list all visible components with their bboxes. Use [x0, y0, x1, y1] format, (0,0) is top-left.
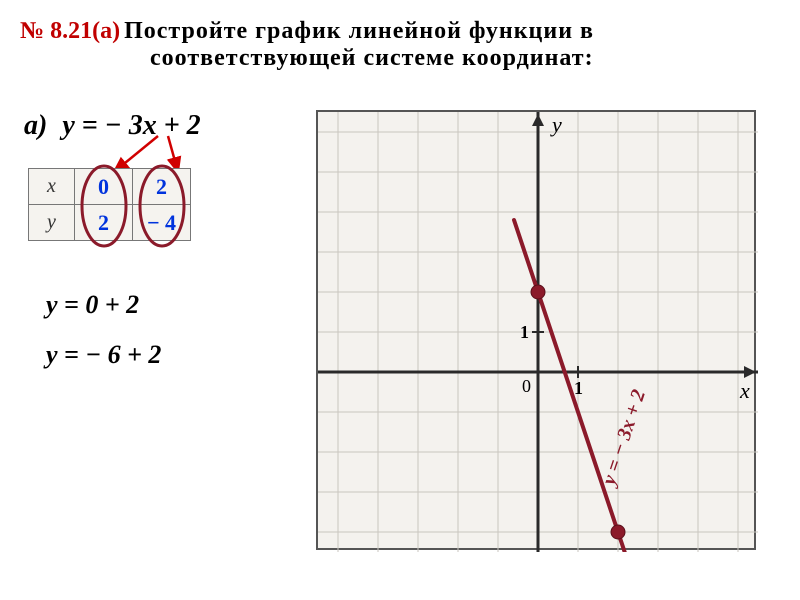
table-x1: 0 [75, 169, 133, 205]
svg-text:y = − 3x + 2: y = − 3x + 2 [597, 387, 650, 490]
calc-line-2: y = − 6 + 2 [46, 340, 161, 370]
part-letter: а) [24, 110, 47, 141]
graph-svg: y x 1 1 0 y = − 3x + 2 [318, 112, 758, 552]
main-equation: y = − 3x + 2 [62, 110, 200, 141]
calc-line-1: y = 0 + 2 [46, 290, 139, 320]
svg-text:x: x [739, 378, 750, 403]
svg-text:y: y [550, 112, 562, 137]
problem-text-2: соответствующей системе координат: [150, 45, 594, 71]
table-y-header: y [29, 205, 75, 241]
problem-header: № 8.21(а) Постройте график линейной функ… [20, 18, 780, 72]
problem-number: № 8.21(а) [20, 18, 120, 44]
svg-text:0: 0 [522, 376, 531, 396]
table-y1: 2 [75, 205, 133, 241]
xy-table: x 0 2 y 2 − 4 [28, 168, 191, 241]
coordinate-graph: y x 1 1 0 y = − 3x + 2 [316, 110, 756, 550]
table-x2: 2 [133, 169, 191, 205]
table-y2: − 4 [133, 205, 191, 241]
problem-text-1: Постройте график линейной функции в [124, 18, 594, 44]
svg-text:1: 1 [574, 378, 583, 398]
table-x-header: x [29, 169, 75, 205]
part-a: а) y = − 3x + 2 [24, 110, 201, 142]
svg-text:1: 1 [520, 322, 529, 342]
